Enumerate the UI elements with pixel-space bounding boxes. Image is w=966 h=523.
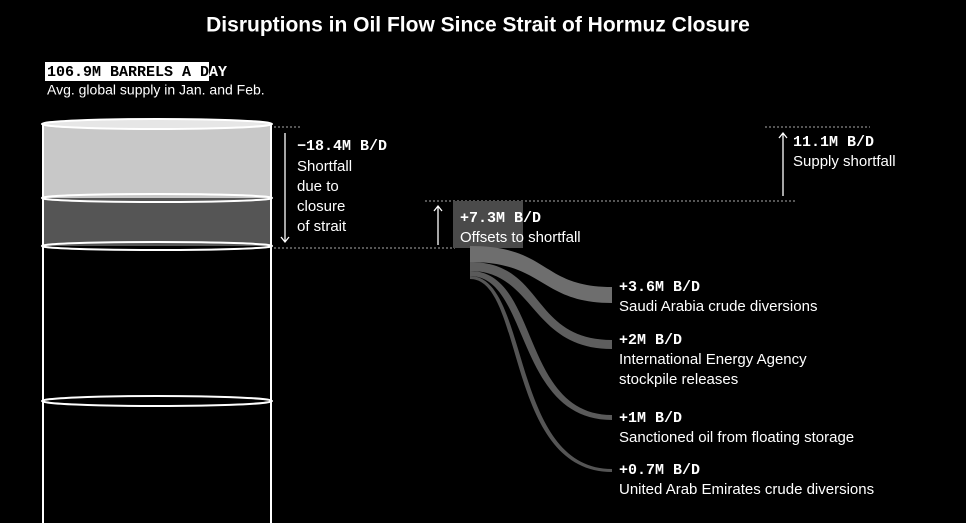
barrel-shortfall — [42, 124, 272, 198]
label: United Arab Emirates crude diversions — [619, 481, 874, 498]
value-label: +7.3M B/D — [460, 210, 541, 227]
label: Supply shortfall — [793, 153, 896, 170]
arrow-down — [280, 133, 290, 244]
value-label: +0.7M B/D — [619, 462, 700, 479]
highlight — [45, 62, 209, 81]
arrow-up — [433, 204, 443, 245]
arrow-up — [778, 131, 788, 196]
title: Disruptions in Oil Flow Since Strait of … — [206, 14, 750, 37]
label: closure — [297, 198, 345, 215]
label: due to — [297, 178, 339, 195]
flow — [470, 246, 612, 303]
label: stockpile releases — [619, 371, 738, 388]
barrel-offset — [42, 198, 272, 246]
offset-box — [453, 201, 523, 248]
supply-headline: 106.9M BARRELS A DAY — [47, 64, 227, 81]
barrel-rim — [41, 193, 273, 203]
value-label: +2M B/D — [619, 332, 682, 349]
label: International Energy Agency — [619, 351, 807, 368]
label: Shortfall — [297, 158, 352, 175]
supply-note: Avg. global supply in Jan. and Feb. — [47, 82, 265, 98]
label: Sanctioned oil from floating storage — [619, 429, 854, 446]
barrel-rim — [41, 395, 273, 407]
label: Offsets to shortfall — [460, 229, 581, 246]
value-label: +3.6M B/D — [619, 279, 700, 296]
label: of strait — [297, 218, 347, 235]
value-label: −18.4M B/D — [297, 138, 387, 155]
flow — [470, 262, 612, 349]
value-label: 11.1M B/D — [793, 134, 874, 151]
value-label: +1M B/D — [619, 410, 682, 427]
barrel-rim — [41, 241, 273, 251]
barrel-rim — [41, 118, 273, 130]
label: Saudi Arabia crude diversions — [619, 298, 817, 315]
